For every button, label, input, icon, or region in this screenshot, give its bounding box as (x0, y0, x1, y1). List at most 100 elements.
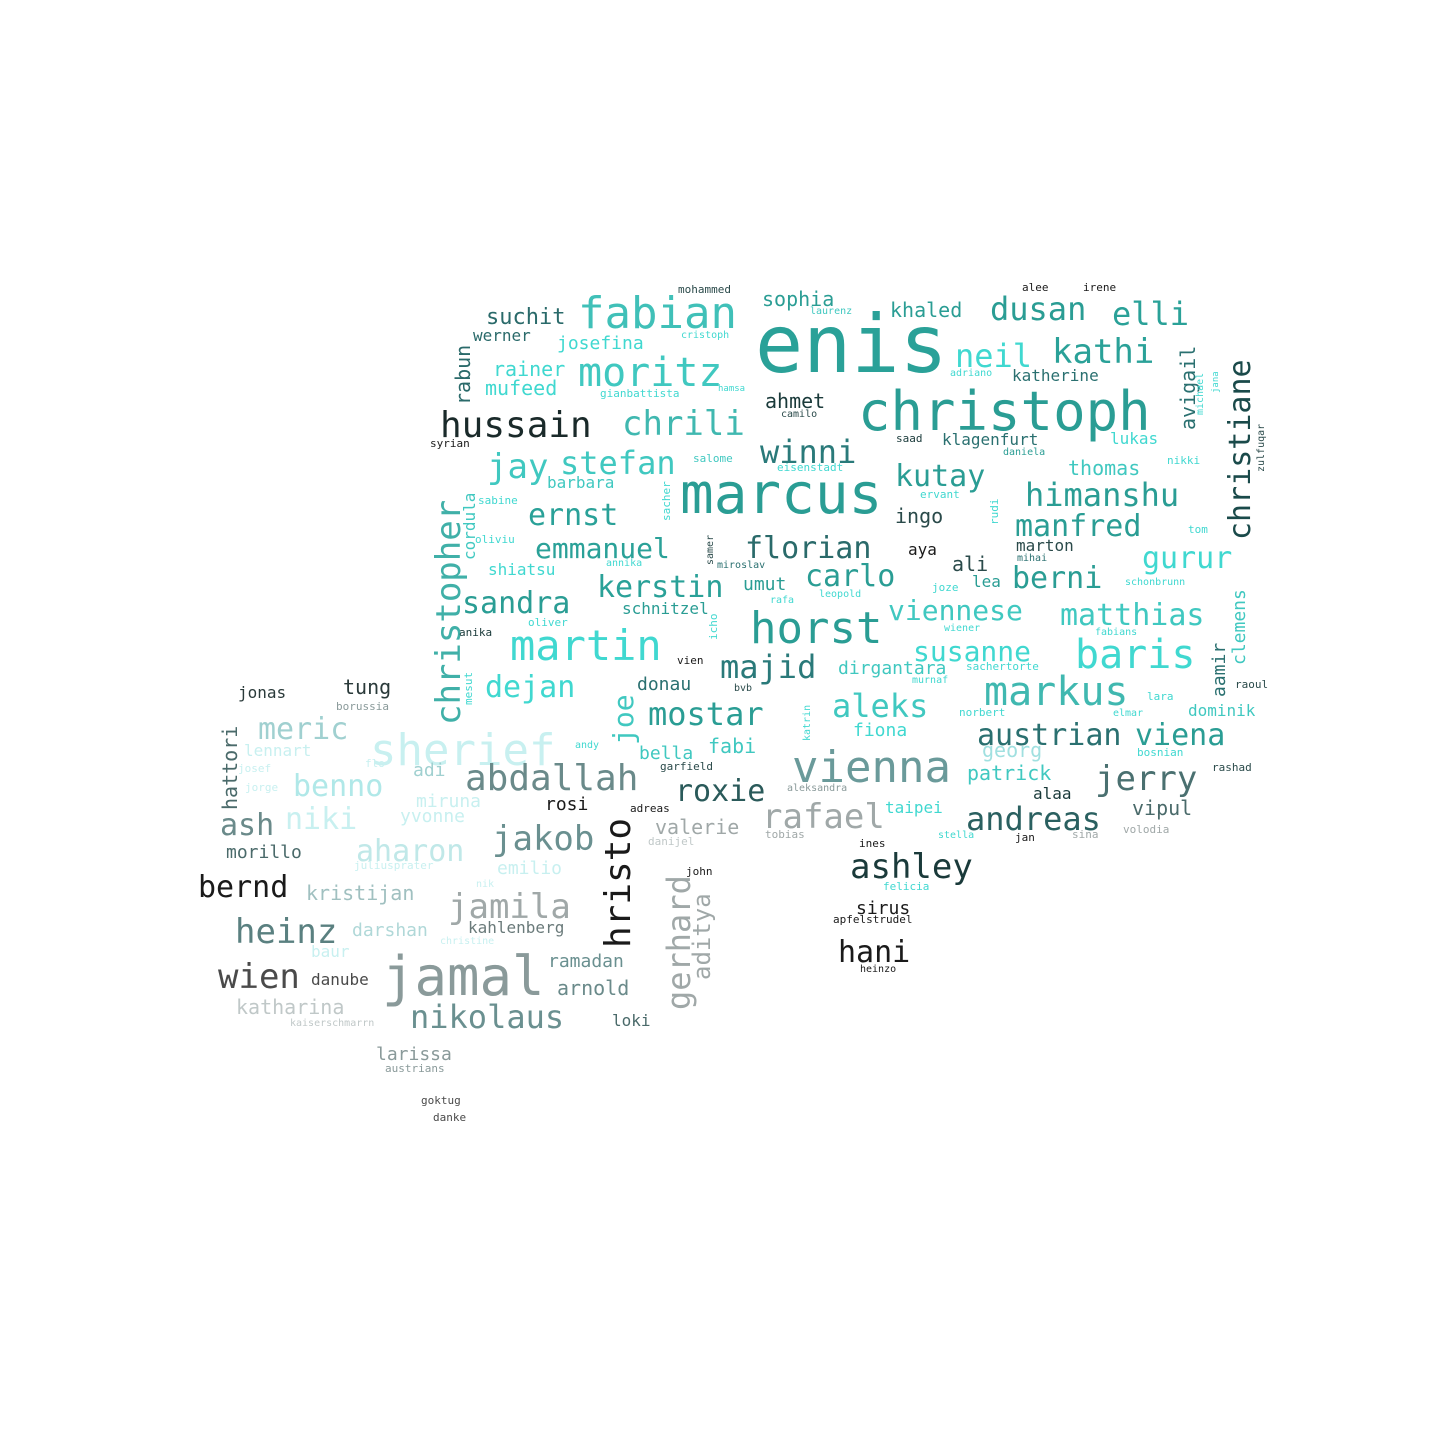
word-ahmet: ahmet (765, 389, 825, 413)
word-mostar: mostar (648, 695, 764, 733)
word-kahlenberg: kahlenberg (468, 918, 564, 937)
word-alaa: alaa (1033, 784, 1072, 803)
word-annika: annika (606, 558, 642, 569)
word-aharon: aharon (356, 834, 464, 869)
word-bvb: bvb (734, 683, 752, 694)
word-aya: aya (908, 540, 937, 559)
word-ernst: ernst (528, 498, 618, 533)
word-apfelstrudel: apfelstrudel (833, 913, 912, 926)
word-oliviu: oliviu (475, 533, 515, 546)
word-josefina: josefina (557, 333, 644, 354)
word-ingo: ingo (895, 504, 943, 528)
word-kutay: kutay (895, 459, 985, 494)
word-hattori: hattori (218, 726, 242, 810)
word-syrian: syrian (430, 437, 470, 450)
word-hani: hani (838, 935, 910, 970)
word-vienna: vienna (792, 742, 951, 793)
word-rainer: rainer (493, 357, 565, 381)
word-volodia: volodia (1123, 823, 1169, 836)
word-flo: flo (365, 757, 385, 770)
word-gerhard: gerhard (660, 875, 698, 1010)
word-marton: marton (1016, 536, 1074, 555)
word-nik: nik (476, 879, 494, 890)
word-jamila: jamila (448, 887, 571, 927)
word-arnold: arnold (557, 976, 629, 1000)
word-christine: christine (440, 936, 494, 947)
word-jan: jan (1015, 831, 1035, 844)
word-valerie: valerie (655, 815, 739, 839)
word-anika: anika (459, 626, 492, 639)
word-mihai: mihai (1017, 553, 1047, 564)
word-andy: andy (575, 740, 599, 751)
word-meric: meric (258, 712, 348, 747)
word-schonbrunn: schonbrunn (1125, 577, 1185, 588)
word-katherine: katherine (1012, 366, 1099, 385)
word-morillo: morillo (226, 842, 302, 863)
word-leopold: leopold (819, 589, 861, 600)
word-stefan: stefan (560, 444, 676, 482)
word-loki: loki (612, 1011, 651, 1030)
word-rabun: rabun (451, 345, 475, 405)
word-eisenstadt: eisenstadt (777, 461, 843, 474)
word-bernd: bernd (198, 870, 288, 905)
word-lennart: lennart (244, 741, 311, 760)
word-joze: joze (932, 581, 959, 594)
word-mohammed: mohammed (678, 283, 731, 296)
word-barbara: barbara (547, 473, 614, 492)
word-fabi: fabi (708, 734, 756, 758)
word-sherief: sherief (370, 725, 555, 776)
word-daniela: daniela (1003, 447, 1045, 458)
word-miruna: miruna (416, 791, 481, 812)
word-miroslav: miroslav (717, 560, 765, 571)
word-dominik: dominik (1188, 701, 1256, 720)
word-emmanuel: emmanuel (535, 532, 670, 565)
word-yvonne: yvonne (400, 806, 465, 827)
word-kerstin: kerstin (597, 570, 723, 605)
word-bella: bella (639, 743, 693, 764)
word-enis: enis (755, 298, 948, 391)
word-wiener: wiener (944, 623, 980, 634)
word-icho: icho (707, 614, 720, 641)
word-jonas: jonas (238, 683, 286, 702)
word-tom: tom (1188, 523, 1208, 536)
word-vipul: vipul (1132, 796, 1192, 820)
word-chrili: chrili (622, 404, 745, 444)
word-danijel: danijel (648, 835, 694, 848)
word-moritz: moritz (578, 350, 723, 396)
word-cristoph: cristoph (681, 330, 729, 341)
word-neil: neil (955, 337, 1032, 375)
word-fabians: fabians (1095, 627, 1137, 638)
word-camilo: camilo (781, 409, 817, 420)
word-umut: umut (743, 574, 786, 595)
word-fiona: fiona (853, 720, 907, 741)
word-nikki: nikki (1167, 454, 1200, 467)
word-john: john (686, 865, 713, 878)
word-aleks: aleks (832, 687, 928, 725)
word-klagenfurt: klagenfurt (942, 430, 1038, 449)
word-jakob: jakob (492, 819, 594, 859)
word-samer: samer (705, 535, 716, 565)
word-austrian: austrian (977, 718, 1122, 753)
word-rosi: rosi (545, 794, 588, 815)
word-winni: winni (760, 433, 856, 471)
word-suchit: suchit (486, 305, 565, 330)
word-heinzo: heinzo (860, 964, 896, 975)
word-gurur: gurur (1142, 541, 1232, 576)
word-felicia: felicia (883, 880, 929, 893)
word-irene: irene (1083, 281, 1116, 294)
word-goktug: goktug (421, 1094, 461, 1107)
word-fabian: fabian (578, 288, 737, 339)
word-adreas: adreas (630, 802, 670, 815)
word-aamir: aamir (1209, 643, 1230, 697)
word-jana: jana (1211, 371, 1221, 393)
word-oliver: oliver (528, 616, 568, 629)
word-roxie: roxie (675, 774, 765, 809)
word-heinz: heinz (235, 912, 337, 952)
word-kathi: kathi (1052, 332, 1154, 372)
word-cordula: cordula (460, 493, 479, 560)
word-marcus: marcus (680, 462, 882, 527)
word-rudi: rudi (988, 499, 1001, 526)
word-mesut: mesut (462, 672, 475, 705)
word-gianbattista: gianbattista (600, 387, 679, 400)
word-clemens: clemens (1229, 589, 1250, 665)
